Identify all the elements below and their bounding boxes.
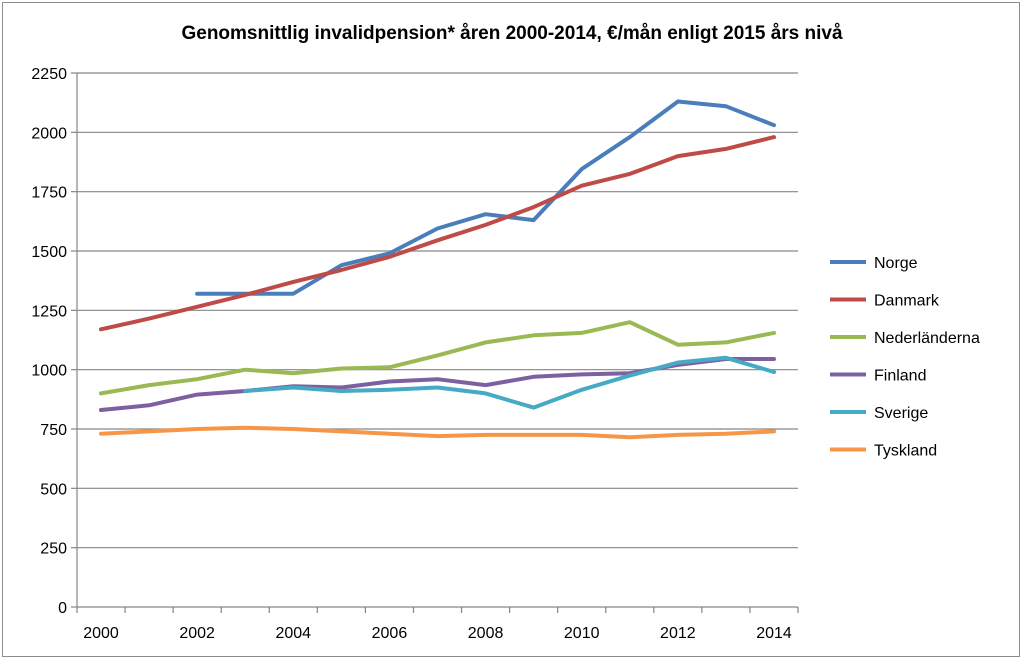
legend-label: Norge [874, 255, 918, 272]
y-tick-label: 0 [58, 600, 67, 617]
y-tick-label: 1000 [31, 363, 67, 380]
x-tick-label: 2002 [179, 625, 215, 642]
y-tick-label: 1250 [31, 303, 67, 320]
legend-label: Tyskland [874, 443, 937, 460]
gridlines [77, 72, 798, 549]
axes: 0 250 500 750 1000 1250 1500 1750 2000 2250 2000 20… [31, 66, 799, 642]
x-tick-label: 2010 [564, 625, 600, 642]
y-tick-label: 250 [40, 541, 67, 558]
series-lines [99, 99, 776, 440]
legend-label: Danmark [874, 293, 940, 310]
y-tick-label: 500 [40, 481, 67, 498]
y-tick-label: 750 [40, 422, 67, 439]
y-tick-label: 2250 [31, 66, 67, 83]
x-tick-label: 2008 [468, 625, 504, 642]
chart-title: Genomsnittlig invalidpension* åren 2000-… [181, 23, 842, 44]
series-line-finland [99, 357, 776, 412]
x-tick-label: 2014 [756, 625, 792, 642]
y-tick-label: 2000 [31, 125, 67, 142]
x-tick-label: 2006 [372, 625, 408, 642]
series-line-norge [195, 99, 776, 296]
series-line-tyskland [99, 425, 776, 440]
series-line-nederländerna [99, 320, 776, 396]
series-line-sverige [243, 355, 776, 410]
y-tick-label: 1750 [31, 185, 67, 202]
y-tick-label: 1500 [31, 244, 67, 261]
legend-label: Finland [874, 368, 926, 385]
legend-label: Sverige [874, 405, 928, 422]
series-line-danmark [99, 135, 776, 332]
x-tick-label: 2000 [83, 625, 119, 642]
x-tick-label: 2012 [660, 625, 696, 642]
x-tick-label: 2004 [275, 625, 311, 642]
legend: Norge Danmark Nederländerna Finland Sverige T… [830, 255, 980, 460]
legend-label: Nederländerna [874, 330, 980, 347]
